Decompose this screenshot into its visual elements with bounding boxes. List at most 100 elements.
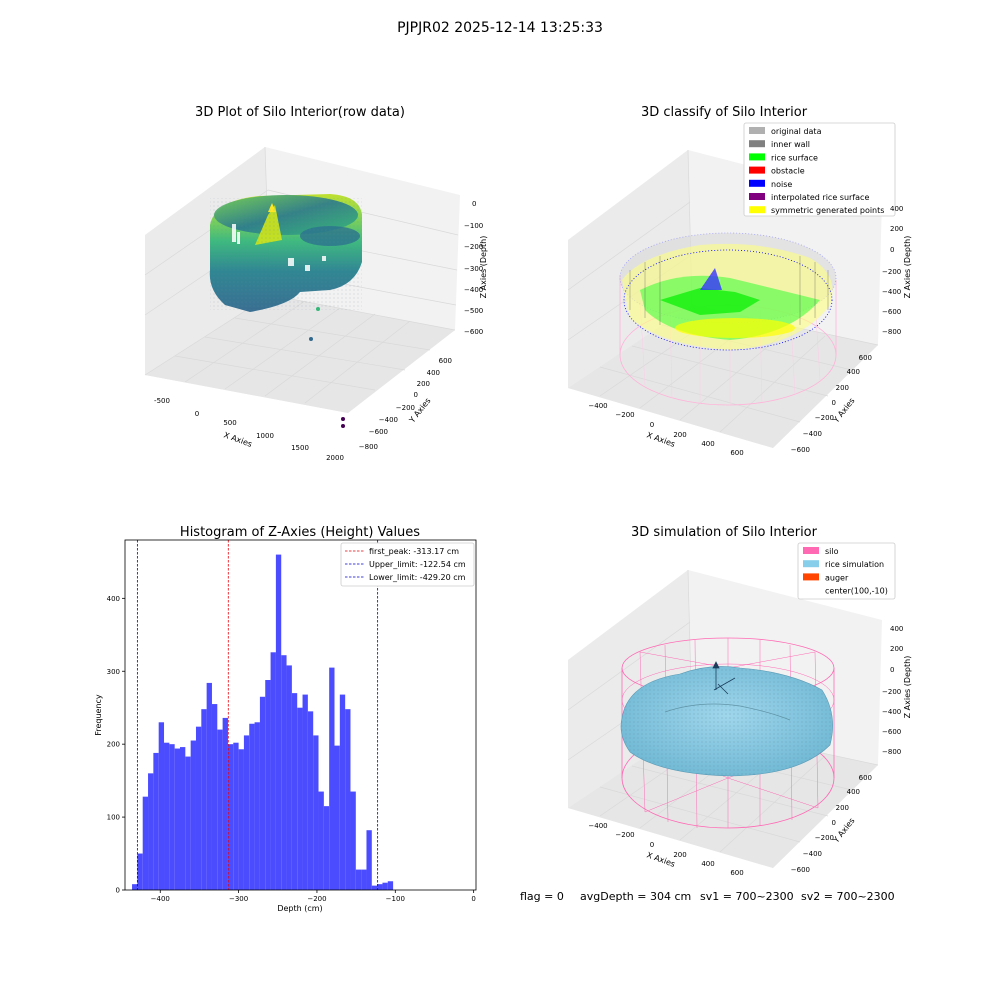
- y-tick-label: −200: [396, 404, 415, 412]
- z-tick-label: 0: [890, 666, 894, 674]
- histogram-bar: [265, 680, 271, 890]
- x-tick-label: 600: [730, 449, 743, 457]
- z-tick-label: −300: [464, 265, 483, 273]
- classify-legend: original data inner wall rice surface obsta…: [743, 122, 896, 217]
- y-tick-label: 0: [832, 399, 836, 407]
- x-tick-label: −200: [307, 895, 326, 903]
- histogram-bar: [371, 885, 378, 890]
- legend-frame: [797, 542, 896, 600]
- histogram-bar: [243, 735, 250, 890]
- y-tick-labels: 600 400 200 0 −200 −400 −600 −800: [359, 357, 452, 451]
- legend-label: original data: [771, 127, 822, 136]
- outlier-point: [341, 417, 345, 421]
- x-tick-label: −200: [615, 411, 634, 419]
- z-axis-label: Z Axies (Depth): [903, 236, 912, 299]
- y-tick-label: 200: [417, 380, 430, 388]
- panel-histogram: Histogram of Z-Axies (Height) Values −40…: [94, 525, 477, 913]
- x-axis-label: X Axies: [645, 430, 676, 449]
- histogram-bar: [233, 742, 239, 890]
- y-tick-label: 600: [859, 354, 872, 362]
- histogram-bar: [329, 667, 335, 890]
- x-tick-label: −100: [386, 895, 405, 903]
- z-axis-label: Z Axies (Depth): [903, 656, 912, 719]
- z-tick-label: −200: [882, 688, 901, 696]
- figure-suptitle: PJPJR02 2025-12-14 13:25:33: [397, 20, 603, 36]
- histogram-title: Histogram of Z-Axies (Height) Values: [180, 525, 420, 540]
- histogram-bar: [174, 748, 181, 890]
- legend-swatch: [749, 127, 765, 134]
- x-tick-label: −400: [588, 822, 607, 830]
- x-tick-label: 600: [730, 869, 743, 877]
- raw-point-cloud: [209, 194, 362, 312]
- outlier-point: [316, 307, 320, 311]
- y-tick-label: −600: [791, 866, 810, 874]
- legend-swatch: [749, 166, 765, 174]
- z-tick-label: −400: [882, 288, 901, 296]
- z-tick-label: −200: [882, 268, 901, 276]
- histogram-bar: [281, 655, 287, 890]
- x-tick-label: -500: [154, 397, 170, 405]
- x-tick-label: 400: [701, 440, 714, 448]
- z-tick-labels: 400 200 0 −200 −400 −600 −800: [882, 625, 903, 756]
- z-tick-label: −800: [882, 748, 901, 756]
- histogram-bar: [339, 694, 346, 890]
- x-tick-label: −400: [588, 402, 607, 410]
- z-tick-label: −500: [464, 307, 483, 315]
- histogram-bar: [350, 791, 356, 890]
- sv2-text: sv2 = 700~2300: [801, 890, 895, 903]
- histogram-bar: [227, 744, 234, 890]
- y-tick-labels: 600 400 200 0 −200 −400 −600: [791, 774, 872, 874]
- y-tick-label: 200: [107, 741, 120, 749]
- legend-swatch: [749, 193, 765, 200]
- histogram-bar: [377, 884, 383, 890]
- legend-swatch: [803, 547, 819, 554]
- histogram-bar: [185, 756, 191, 890]
- legend-swatch: [749, 179, 765, 187]
- z-tick-label: −200: [464, 243, 483, 251]
- histogram-bar: [137, 853, 143, 890]
- x-axis-label: Depth (cm): [277, 904, 322, 913]
- histogram-bar: [382, 882, 388, 890]
- legend-frame: [743, 122, 896, 217]
- histogram-bar: [158, 722, 165, 890]
- footer-status: flag = 0 avgDepth = 304 cm sv1 = 700~230…: [520, 890, 895, 903]
- histogram-bar: [366, 830, 372, 890]
- x-tick-labels: -500 0 500 1000 1500 2000: [154, 397, 344, 462]
- y-tick-label: −400: [803, 850, 822, 858]
- legend-label: Upper_limit: -122.54 cm: [369, 560, 466, 569]
- panel-raw-3d: 3D Plot of Silo Interior(row data): [144, 105, 488, 462]
- histogram-bar: [201, 709, 207, 890]
- x-tick-label: −300: [229, 895, 248, 903]
- z-tick-label: −600: [464, 328, 483, 336]
- y-tick-label: −200: [815, 414, 834, 422]
- auger-marker: [712, 661, 736, 695]
- histogram-bar: [190, 740, 196, 890]
- histogram-bar: [211, 704, 218, 890]
- y-tick-label: −600: [369, 428, 388, 436]
- z-tick-label: 0: [890, 246, 894, 254]
- outlier-point: [309, 337, 313, 341]
- histogram-bar: [132, 884, 138, 890]
- y-tick-label: 0: [832, 819, 836, 827]
- histogram-bar: [148, 773, 154, 890]
- x-tick-label: 1500: [291, 444, 309, 452]
- x-axis-label: X Axies: [645, 850, 676, 869]
- legend-swatch: [749, 153, 765, 161]
- z-tick-label: 0: [472, 200, 476, 208]
- x-tick-label: −400: [151, 895, 170, 903]
- histogram-bar: [291, 693, 298, 890]
- y-tick-label: 0: [116, 887, 120, 895]
- y-tick-label: 200: [836, 384, 849, 392]
- pane-left: [568, 570, 692, 808]
- x-axis-label: X Axies: [222, 430, 253, 449]
- y-axis-label: Frequency: [94, 694, 103, 736]
- histogram-bar: [361, 869, 367, 890]
- histogram-bar: [297, 707, 303, 890]
- z-tick-label: 200: [890, 645, 903, 653]
- legend-label: interpolated rice surface: [771, 193, 869, 202]
- x-tick-label: 0: [471, 895, 475, 903]
- x-tick-label: 1000: [256, 432, 274, 440]
- legend-label: first_peak: -313.17 cm: [369, 547, 459, 556]
- x-tick-label: 0: [195, 410, 199, 418]
- histogram-bar: [387, 881, 394, 890]
